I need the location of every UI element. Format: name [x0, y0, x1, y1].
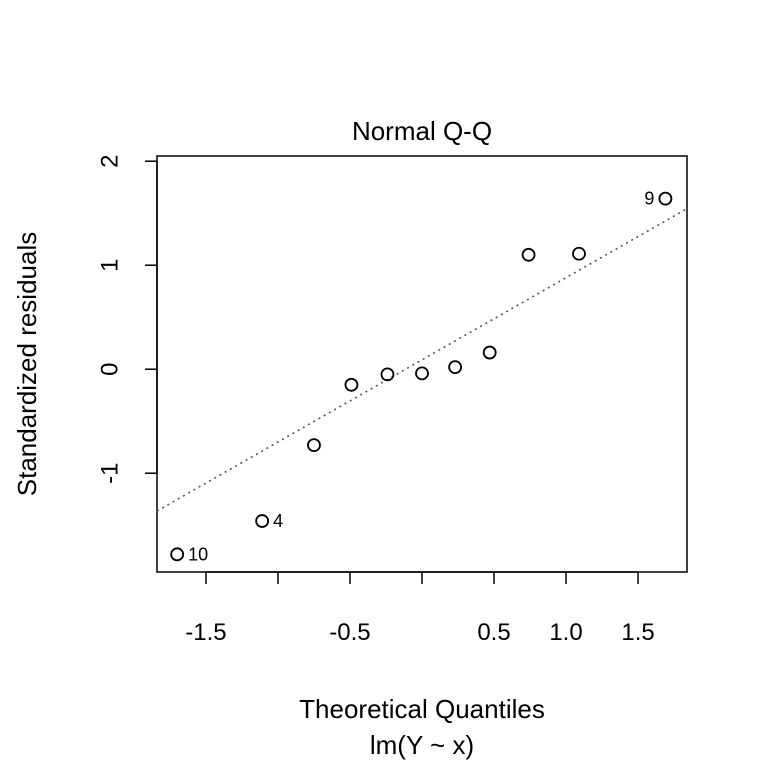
- x-tick-label: -0.5: [329, 619, 370, 646]
- data-point: [448, 360, 463, 375]
- x-tick-label: 0.5: [477, 619, 510, 646]
- y-axis-title: Standardized residuals: [12, 232, 42, 497]
- chart-subtitle: lm(Y ~ x): [370, 730, 474, 760]
- data-point: [572, 246, 586, 261]
- y-tick-label: 0: [96, 363, 123, 376]
- x-axis: -1.5 -0.5 0.5 1.0 1.5: [185, 571, 655, 646]
- data-point: [307, 438, 321, 453]
- reference-line: [156, 207, 688, 512]
- data-point: [344, 377, 359, 392]
- data-point: [380, 367, 395, 382]
- data-point: [255, 514, 270, 528]
- y-axis: -1 0 1 2: [96, 155, 158, 484]
- data-point: [170, 547, 185, 562]
- data-point: [415, 366, 429, 381]
- y-tick-label: 2: [96, 155, 123, 168]
- y-tick-label: -1: [96, 463, 123, 484]
- reference-line-group: [156, 207, 688, 512]
- point-label: 9: [644, 189, 654, 209]
- x-tick-label: -1.5: [185, 619, 226, 646]
- points-group: 10 4 9: [170, 189, 673, 564]
- plot-frame: [156, 155, 688, 573]
- data-point: [658, 191, 673, 206]
- data-point: [521, 247, 536, 262]
- x-axis-title: Theoretical Quantiles: [299, 694, 545, 724]
- data-point: [482, 345, 497, 360]
- point-label: 4: [273, 511, 283, 531]
- y-tick-label: 1: [96, 259, 123, 272]
- point-label: 10: [188, 544, 208, 564]
- x-tick-label: 1.0: [549, 619, 582, 646]
- chart-title: Normal Q-Q: [352, 116, 492, 146]
- x-tick-label: 1.5: [621, 619, 654, 646]
